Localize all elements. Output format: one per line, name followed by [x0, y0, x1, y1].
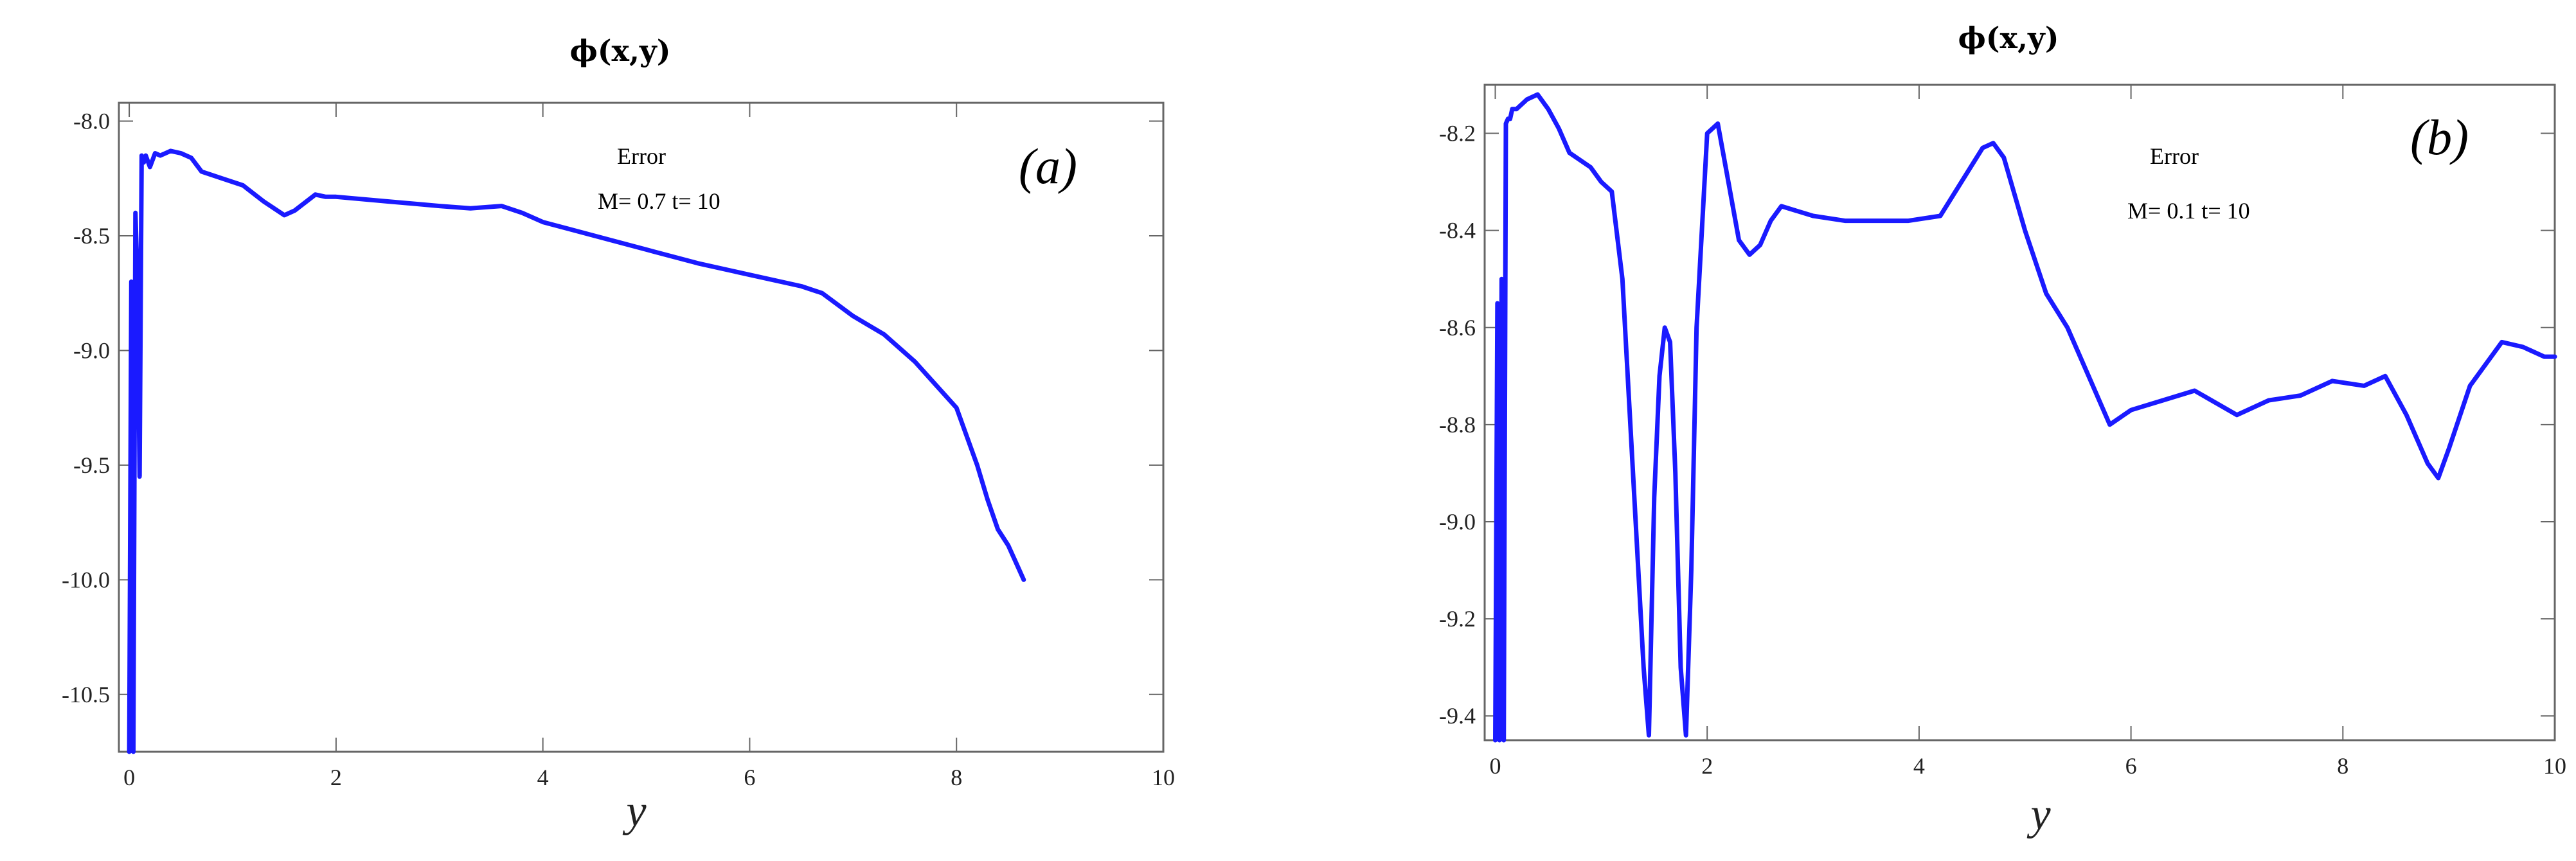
- chart-b-x-axis-label: y: [2026, 790, 2051, 839]
- chart-a-ytick-label: -8.0: [73, 109, 110, 134]
- chart-b-ytick-label: -8.8: [1439, 412, 1476, 438]
- chart-a-xtick-label: 2: [330, 765, 342, 790]
- chart-b-panel-label: (b): [2410, 109, 2469, 165]
- chart-b-ytick-label: -8.6: [1439, 315, 1476, 341]
- chart-a: ϕ(x,y) -8.0 -8.5 -9.0 -9.5 -10.0 -10.5 0 2 4 6 8 1…: [62, 33, 1175, 836]
- chart-b: ϕ(x,y) -8.2 -8.4 -8.6 -8.8 -9.0 -9.2 -9.4 0 2 4 6…: [1439, 21, 2566, 839]
- chart-b-ytick-label: -8.4: [1439, 218, 1476, 244]
- chart-b-ytick-label: -9.4: [1439, 703, 1476, 729]
- chart-a-x-axis: 0 2 4 6 8 10: [123, 103, 1175, 790]
- chart-b-ytick-label: -9.0: [1439, 509, 1476, 535]
- chart-a-ytick-label: -10.5: [62, 682, 110, 707]
- chart-b-series-line: [1493, 92, 2557, 743]
- chart-a-series-line: [127, 148, 1026, 754]
- chart-a-xtick-label: 10: [1152, 765, 1175, 790]
- chart-b-xtick-label: 10: [2543, 753, 2566, 779]
- chart-b-xtick-label: 0: [1489, 753, 1501, 779]
- chart-b-ytick-label: -9.2: [1439, 606, 1476, 632]
- chart-b-x-axis: 0 2 4 6 8 10: [1489, 85, 2566, 779]
- chart-a-plot-frame: [118, 102, 1165, 753]
- chart-a-ytick-label: -9.5: [73, 452, 110, 478]
- chart-b-annotation-params: M= 0.1 t= 10: [2127, 198, 2250, 224]
- chart-a-xtick-label: 8: [951, 765, 962, 790]
- chart-b-title: ϕ(x,y): [1958, 21, 2059, 55]
- chart-a-annotation-error: Error: [617, 143, 666, 169]
- chart-b-xtick-label: 2: [1701, 753, 1713, 779]
- chart-b-xtick-label: 6: [2125, 753, 2137, 779]
- chart-b-xtick-label: 8: [2337, 753, 2348, 779]
- chart-a-x-axis-label: y: [622, 786, 647, 836]
- chart-b-y-axis: -8.2 -8.4 -8.6 -8.8 -9.0 -9.2 -9.4: [1439, 121, 2555, 729]
- chart-b-plot-frame: [1483, 84, 2556, 741]
- chart-a-xtick-label: 6: [744, 765, 755, 790]
- chart-a-xtick-label: 4: [537, 765, 549, 790]
- chart-a-annotation-params: M= 0.7 t= 10: [598, 188, 720, 214]
- chart-b-ytick-label: -8.2: [1439, 121, 1476, 146]
- chart-b-xtick-label: 4: [1913, 753, 1925, 779]
- chart-a-y-axis: -8.0 -8.5 -9.0 -9.5 -10.0 -10.5: [62, 109, 1163, 707]
- chart-a-ytick-label: -9.0: [73, 337, 110, 363]
- chart-a-ytick-label: -8.5: [73, 223, 110, 249]
- chart-a-title: ϕ(x,y): [569, 33, 670, 68]
- chart-a-xtick-label: 0: [123, 765, 135, 790]
- chart-a-ytick-label: -10.0: [62, 567, 110, 592]
- chart-b-annotation-error: Error: [2150, 143, 2199, 169]
- chart-a-panel-label: (a): [1019, 138, 1077, 194]
